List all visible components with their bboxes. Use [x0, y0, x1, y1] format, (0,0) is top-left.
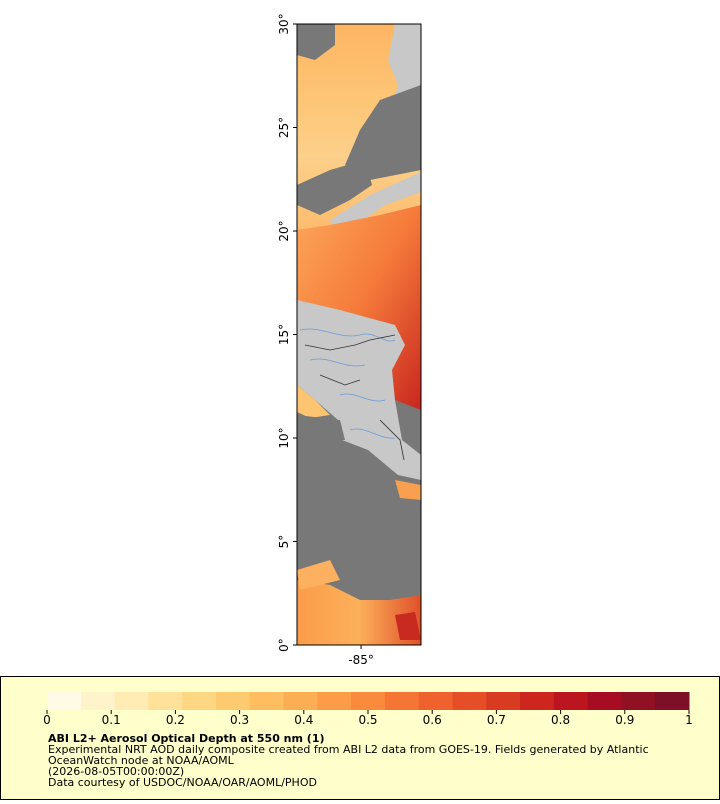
- colorbar-tick-label: 0.8: [551, 713, 570, 727]
- colorbar-tick-label: 1: [685, 713, 693, 727]
- legend-text: Data courtesy of USDOC/NOAA/OAR/AOML/PHO…: [48, 776, 317, 789]
- lon-tick-label: -85°: [348, 653, 374, 667]
- colorbar-cell: [215, 692, 251, 710]
- lat-tick-label: 30°: [277, 13, 291, 34]
- colorbar-cell: [351, 692, 386, 710]
- colorbar-cell: [384, 692, 420, 710]
- colorbar-cell: [486, 692, 521, 710]
- colorbar-cell: [553, 692, 589, 710]
- colorbar-cell: [621, 692, 656, 710]
- map-image: [297, 24, 421, 645]
- colorbar-cell: [587, 692, 622, 710]
- colorbar-cell: [148, 692, 183, 710]
- colorbar-tick-label: 0: [43, 713, 51, 727]
- colorbar-cell: [418, 692, 453, 710]
- colorbar-tick-label: 0.1: [102, 713, 121, 727]
- legend-title: ABI L2+ Aerosol Optical Depth at 550 nm …: [48, 732, 325, 745]
- colorbar-cell: [80, 692, 116, 710]
- colorbar-cell: [520, 692, 555, 710]
- lat-tick-label: 0°: [277, 638, 291, 652]
- colorbar-tick-label: 0.5: [358, 713, 377, 727]
- colorbar-tick-label: 0.9: [615, 713, 634, 727]
- lat-tick-label: 15°: [277, 324, 291, 345]
- lat-tick-label: 20°: [277, 220, 291, 241]
- colorbar-cell: [182, 692, 217, 710]
- legend-text: (2026-08-05T00:00:00Z): [48, 765, 184, 778]
- colorbar-tick-label: 0.6: [423, 713, 442, 727]
- colorbar-cell: [452, 692, 487, 710]
- lat-tick-label: 5°: [277, 535, 291, 549]
- lat-tick-label: 25°: [277, 117, 291, 138]
- colorbar-cell: [114, 692, 149, 710]
- colorbar-tick-label: 0.3: [230, 713, 249, 727]
- legend-text: OceanWatch node at NOAA/AOML: [48, 754, 235, 767]
- colorbar-cell: [317, 692, 352, 710]
- colorbar-cell: [655, 692, 690, 710]
- lat-tick-label: 10°: [277, 427, 291, 448]
- colorbar-cell: [47, 692, 82, 710]
- colorbar-tick-label: 0.2: [166, 713, 185, 727]
- colorbar-tick-label: 0.4: [294, 713, 313, 727]
- colorbar-cell: [283, 692, 318, 710]
- colorbar-cell: [249, 692, 285, 710]
- legend-text: Experimental NRT AOD daily composite cre…: [48, 743, 649, 756]
- colorbar-tick-label: 0.7: [487, 713, 506, 727]
